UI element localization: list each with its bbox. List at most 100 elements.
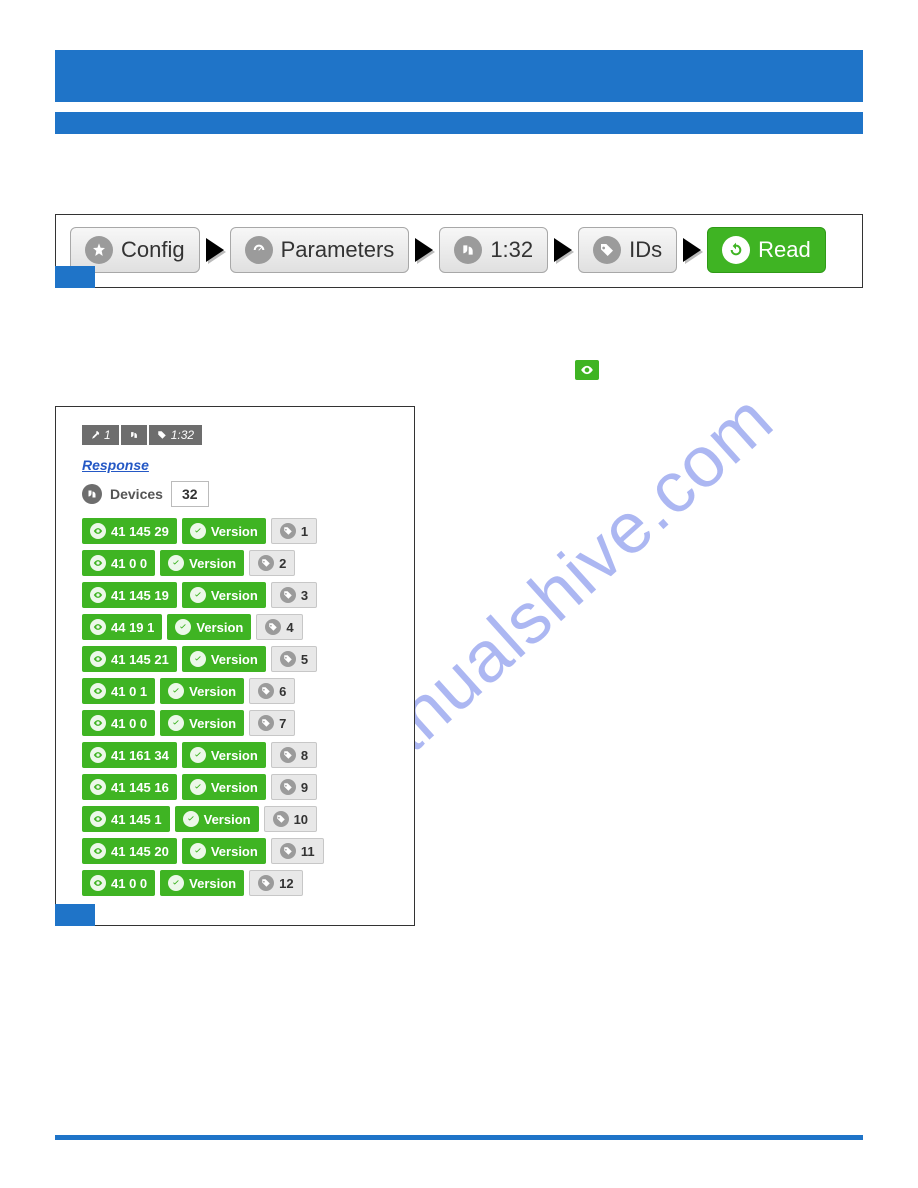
eye-icon	[90, 843, 106, 859]
version-chip[interactable]: Version	[182, 582, 266, 608]
device-row: 41 145 1Version10	[82, 805, 398, 833]
version-text: Version	[189, 716, 236, 731]
device-id-text: 41 145 19	[111, 588, 169, 603]
device-number-text: 3	[301, 588, 308, 603]
device-id-text: 41 145 29	[111, 524, 169, 539]
device-id-chip[interactable]: 41 145 20	[82, 838, 177, 864]
check-icon	[168, 683, 184, 699]
device-id-text: 44 19 1	[111, 620, 154, 635]
breadcrumb-label: Parameters	[281, 237, 395, 263]
tag-icon	[258, 683, 274, 699]
device-id-chip[interactable]: 41 0 0	[82, 710, 155, 736]
version-chip[interactable]: Version	[182, 646, 266, 672]
check-icon	[168, 715, 184, 731]
device-id-text: 41 145 16	[111, 780, 169, 795]
check-icon	[190, 651, 206, 667]
figure-marker	[55, 266, 95, 288]
response-top-tags: 1 1:32	[82, 425, 398, 445]
device-id-chip[interactable]: 41 0 0	[82, 550, 155, 576]
device-number-chip[interactable]: 8	[271, 742, 317, 768]
devices-label: Devices	[110, 486, 163, 502]
tag-icon	[280, 779, 296, 795]
device-number-chip[interactable]: 3	[271, 582, 317, 608]
version-text: Version	[196, 620, 243, 635]
device-id-chip[interactable]: 44 19 1	[82, 614, 162, 640]
check-icon	[190, 747, 206, 763]
device-number-text: 2	[279, 556, 286, 571]
device-number-text: 8	[301, 748, 308, 763]
device-id-chip[interactable]: 41 0 1	[82, 678, 155, 704]
version-chip[interactable]: Version	[182, 518, 266, 544]
eye-icon	[90, 683, 106, 699]
header-bar-1	[55, 50, 863, 102]
device-id-text: 41 0 0	[111, 716, 147, 731]
device-row: 41 0 0Version 2	[82, 549, 398, 577]
device-id-chip[interactable]: 41 145 21	[82, 646, 177, 672]
device-id-chip[interactable]: 41 145 1	[82, 806, 170, 832]
device-row: 41 145 16 Version 9	[82, 773, 398, 801]
device-row: 41 145 29 Version 1	[82, 517, 398, 545]
breadcrumb-parameters[interactable]: Parameters	[230, 227, 410, 273]
device-number-chip[interactable]: 4	[256, 614, 302, 640]
version-chip[interactable]: Version	[160, 870, 244, 896]
device-id-chip[interactable]: 41 161 34	[82, 742, 177, 768]
version-text: Version	[211, 844, 258, 859]
device-number-chip[interactable]: 6	[249, 678, 295, 704]
device-number-chip[interactable]: 9	[271, 774, 317, 800]
device-row: 41 161 34Version 8	[82, 741, 398, 769]
breadcrumb-ids[interactable]: IDs	[578, 227, 677, 273]
eye-icon	[90, 555, 106, 571]
device-id-chip[interactable]: 41 145 19	[82, 582, 177, 608]
version-chip[interactable]: Version	[160, 710, 244, 736]
breadcrumb-range[interactable]: 1:32	[439, 227, 548, 273]
version-text: Version	[211, 780, 258, 795]
version-chip[interactable]: Version	[160, 678, 244, 704]
device-number-chip[interactable]: 5	[271, 646, 317, 672]
footer-rule	[55, 1135, 863, 1140]
device-number-chip[interactable]: 1	[271, 518, 317, 544]
separator-arrow-icon	[683, 238, 701, 262]
device-number-chip[interactable]: 7	[249, 710, 295, 736]
version-chip[interactable]: Version	[160, 550, 244, 576]
device-id-chip[interactable]: 41 145 16	[82, 774, 177, 800]
device-number-text: 5	[301, 652, 308, 667]
tag-label: 1:32	[171, 428, 194, 442]
device-id-text: 41 145 20	[111, 844, 169, 859]
breadcrumb-row: Config Parameters 1:32	[70, 227, 848, 273]
device-number-chip[interactable]: 12	[249, 870, 302, 896]
version-text: Version	[211, 524, 258, 539]
eye-icon	[90, 619, 106, 635]
devices-summary: Devices 32	[82, 481, 398, 507]
breadcrumb-label: IDs	[629, 237, 662, 263]
version-chip[interactable]: Version	[175, 806, 259, 832]
device-number-chip[interactable]: 11	[271, 838, 324, 864]
version-chip[interactable]: Version	[167, 614, 251, 640]
version-chip[interactable]: Version	[182, 742, 266, 768]
device-list: 41 145 29Version141 0 0Version241 145 19…	[82, 517, 398, 897]
tag-icon	[280, 747, 296, 763]
read-button[interactable]: Read	[707, 227, 826, 273]
eye-icon	[90, 875, 106, 891]
version-chip[interactable]: Version	[182, 838, 266, 864]
device-number-text: 7	[279, 716, 286, 731]
response-title[interactable]: Response	[82, 457, 398, 473]
eye-icon	[90, 811, 106, 827]
device-id-chip[interactable]: 41 0 0	[82, 870, 155, 896]
device-number-chip[interactable]: 10	[264, 806, 317, 832]
device-number-chip[interactable]: 2	[249, 550, 295, 576]
eye-icon	[90, 779, 106, 795]
device-number-text: 9	[301, 780, 308, 795]
device-id-text: 41 0 0	[111, 876, 147, 891]
devices-count: 32	[171, 481, 209, 507]
version-text: Version	[189, 876, 236, 891]
device-number-text: 11	[301, 844, 315, 859]
device-id-chip[interactable]: 41 145 29	[82, 518, 177, 544]
device-number-text: 4	[286, 620, 293, 635]
device-row: 44 19 1 Version 4	[82, 613, 398, 641]
response-figure: 1 1:32 Response Devices 32 41 145 29Vers…	[55, 406, 415, 926]
eye-icon	[90, 587, 106, 603]
breadcrumb-label: Config	[121, 237, 185, 263]
version-chip[interactable]: Version	[182, 774, 266, 800]
tag-wrench: 1	[82, 425, 119, 445]
check-icon	[190, 587, 206, 603]
